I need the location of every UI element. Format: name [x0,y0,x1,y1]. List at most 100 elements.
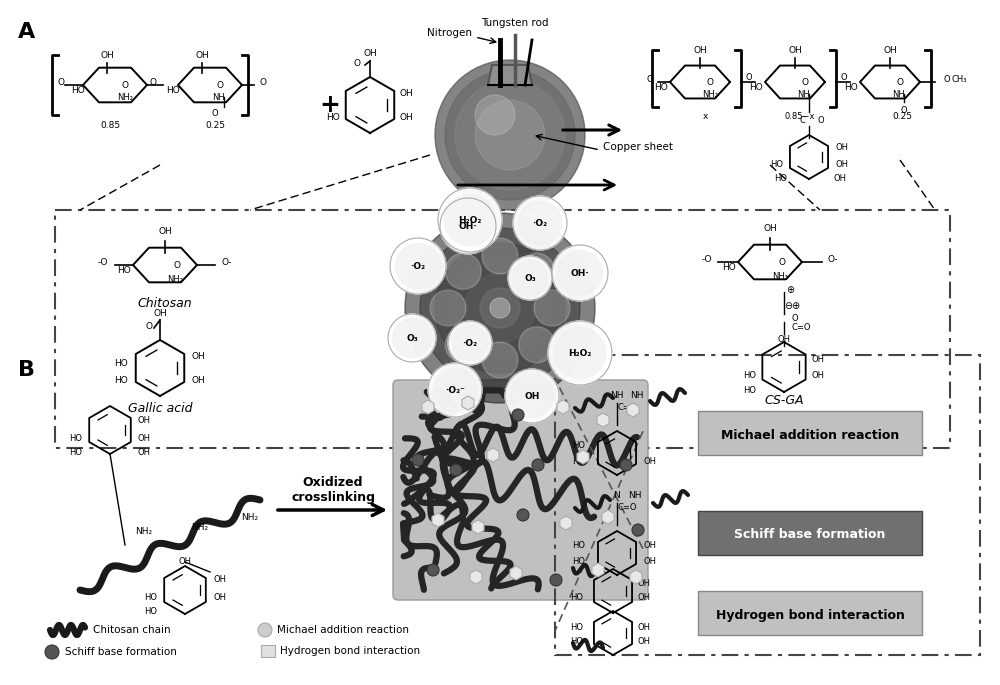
Polygon shape [630,570,642,584]
Text: Schiff base formation: Schiff base formation [734,529,886,542]
Text: OH: OH [812,355,825,364]
Text: O₃: O₃ [524,273,536,282]
Text: OH: OH [833,173,846,182]
Bar [261,645,275,657]
Text: OH: OH [138,434,151,443]
Text: +: + [320,93,340,117]
Circle shape [552,245,608,301]
Text: C=O: C=O [617,503,637,512]
Text: HO: HO [326,112,340,121]
Circle shape [480,288,520,328]
Text: O: O [746,73,752,82]
Circle shape [519,253,555,289]
Text: O: O [353,58,360,68]
Text: C=O: C=O [617,403,637,412]
Text: B: B [18,360,35,380]
Text: ⊕: ⊕ [786,285,794,295]
Circle shape [450,258,550,358]
Text: OH: OH [812,371,825,379]
Text: OH: OH [213,575,226,584]
Text: C=O: C=O [792,323,812,332]
Circle shape [512,409,524,421]
Text: Oxidized
crosslinking: Oxidized crosslinking [291,476,375,504]
Circle shape [450,464,462,476]
Text: OH: OH [100,51,114,60]
Circle shape [420,228,580,388]
Text: NH: NH [610,390,624,399]
Circle shape [513,196,567,250]
Text: OH: OH [153,308,167,318]
Text: HO: HO [572,456,585,466]
Text: OH: OH [192,375,206,384]
Text: NH₃: NH₃ [772,271,788,280]
Circle shape [534,290,570,326]
Text: OH·: OH· [571,269,589,277]
Text: O: O [944,75,951,84]
Circle shape [393,319,431,357]
Text: 0.85−x: 0.85−x [785,112,815,121]
Text: Hydrogen bond interaction: Hydrogen bond interaction [280,646,420,656]
Polygon shape [432,513,444,527]
Text: OH: OH [763,223,777,232]
Text: HO: HO [114,358,128,367]
Text: NH: NH [797,90,810,99]
Circle shape [455,80,565,190]
Polygon shape [487,448,499,462]
Text: O: O [896,77,904,86]
Circle shape [518,201,562,245]
Text: O: O [646,75,653,84]
Text: OH: OH [638,593,651,601]
Text: O: O [901,105,907,114]
Text: OH: OH [643,556,656,566]
Circle shape [510,375,554,418]
Text: HO: HO [71,86,85,95]
Text: N: N [614,490,620,499]
Circle shape [505,369,559,423]
Text: ·O₂⁻: ·O₂⁻ [445,386,465,395]
Polygon shape [577,450,589,464]
Text: HO: HO [774,173,787,182]
Text: OH: OH [788,45,802,55]
Circle shape [452,325,488,360]
Circle shape [519,327,555,363]
Text: OH: OH [638,579,651,588]
Text: O: O [216,81,224,90]
Text: HO: HO [114,375,128,384]
Text: HO: HO [743,386,756,395]
Text: OH: OH [883,45,897,55]
Polygon shape [472,520,484,534]
Text: NH: NH [628,490,642,499]
Bar [555,355,980,655]
Text: Michael addition reaction: Michael addition reaction [277,625,409,635]
Text: OH: OH [213,593,226,603]
Text: O-: O- [828,255,838,264]
Text: NH: NH [630,390,644,399]
Text: OH·: OH· [459,221,477,230]
Text: OH: OH [643,540,656,549]
Text: HO: HO [144,608,157,616]
Bar [55,210,950,448]
Circle shape [445,327,481,363]
Circle shape [428,363,482,417]
Circle shape [427,564,439,576]
Text: ·O₂: ·O₂ [410,262,426,271]
Circle shape [632,524,644,536]
Text: OH: OH [400,112,414,121]
Text: HO: HO [654,82,668,92]
Text: CH₃: CH₃ [952,75,968,84]
Circle shape [435,60,585,210]
FancyBboxPatch shape [698,411,922,455]
Polygon shape [602,510,614,524]
Polygon shape [422,400,434,414]
Text: O: O [778,258,786,266]
Polygon shape [560,516,572,530]
Text: HO: HO [572,540,585,549]
Text: NH: NH [892,90,905,99]
Circle shape [45,645,59,659]
Text: O: O [174,260,180,269]
Text: Copper sheet: Copper sheet [603,142,673,152]
Circle shape [512,260,548,296]
Text: Hydrogen bond interaction: Hydrogen bond interaction [716,608,904,621]
Text: OH: OH [158,227,172,236]
Circle shape [490,298,510,318]
